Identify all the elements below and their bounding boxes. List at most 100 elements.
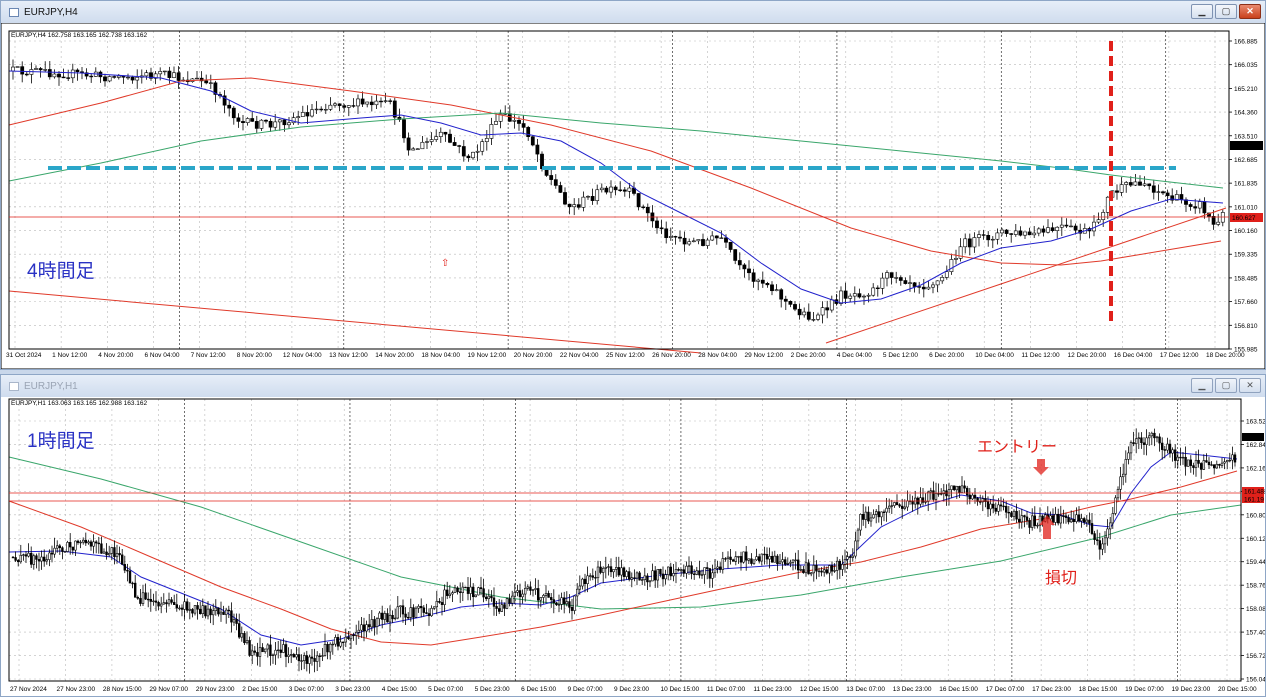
candle <box>406 616 410 619</box>
h1-moving-averages <box>8 451 1242 646</box>
maximize-icon: ▢ <box>1221 6 1231 16</box>
h1-line-price-1-box <box>1242 487 1264 495</box>
time-tick-label: 6 Dec 20:00 <box>929 352 964 359</box>
time-tick-label: 19 Dec 23:00 <box>1172 686 1211 693</box>
time-tick-label: 2 Dec 15:00 <box>242 686 277 693</box>
candle <box>251 650 254 656</box>
candle <box>29 552 33 565</box>
candle <box>351 105 356 107</box>
close-icon: ✕ <box>1246 380 1254 390</box>
candle <box>994 507 998 512</box>
candle <box>1073 225 1078 231</box>
candle <box>503 604 506 609</box>
candle <box>236 117 241 122</box>
candle <box>728 241 733 250</box>
candle <box>701 239 705 246</box>
candle <box>388 100 393 102</box>
candle <box>638 572 641 581</box>
candle <box>1101 212 1106 220</box>
candle <box>1128 182 1133 186</box>
candle <box>70 69 75 79</box>
time-tick-label: 17 Dec 07:00 <box>986 686 1025 693</box>
candle <box>924 501 927 503</box>
candle <box>69 542 72 548</box>
close-button[interactable]: ✕ <box>1239 4 1261 19</box>
candle <box>917 286 922 288</box>
price-tick-label: 162.685 <box>1234 157 1258 164</box>
candle <box>954 258 958 260</box>
candle <box>872 514 875 519</box>
candle <box>438 131 443 137</box>
candle <box>1012 510 1016 517</box>
h4-title-bar[interactable]: EURJPY,H4 ▁ ▢ ✕ <box>1 1 1265 23</box>
h1-chart-window[interactable]: EURJPY,H1 ▁ ▢ ✕ EURJPY,H1 163.063 163.16… <box>0 374 1266 697</box>
candle <box>833 570 836 572</box>
minimize-button[interactable]: ▁ <box>1191 378 1213 393</box>
candle <box>11 66 15 72</box>
candle <box>367 624 371 628</box>
time-tick-label: 19 Dec 07:00 <box>1125 686 1164 693</box>
candle <box>512 119 517 122</box>
candle <box>976 497 979 502</box>
candle <box>578 585 582 590</box>
candle <box>318 655 321 657</box>
candle <box>669 566 673 577</box>
candle <box>815 565 818 572</box>
minimize-button[interactable]: ▁ <box>1191 4 1213 19</box>
maximize-button[interactable]: ▢ <box>1215 4 1237 19</box>
h1-chart-area[interactable]: EURJPY,H1 163.063 163.165 162.988 163.16… <box>1 397 1265 696</box>
candle <box>1187 459 1190 467</box>
close-button[interactable]: ✕ <box>1239 378 1261 393</box>
candle <box>365 101 370 105</box>
price-tick-label: 160.80 <box>1246 512 1265 519</box>
candle <box>206 608 210 617</box>
h4-chart-area[interactable]: EURJPY,H4 162.758 163.165 162.738 163.16… <box>1 23 1265 369</box>
candle <box>794 559 797 561</box>
candle <box>1189 459 1193 466</box>
candle <box>250 118 255 122</box>
candle <box>34 68 38 70</box>
candle <box>887 505 891 509</box>
candle <box>1101 543 1104 550</box>
candle <box>388 614 392 623</box>
candle <box>981 234 986 236</box>
candle <box>698 570 701 576</box>
h1-title-bar[interactable]: EURJPY,H1 ▁ ▢ ✕ <box>1 375 1265 397</box>
candle <box>152 600 155 603</box>
candle <box>1088 519 1091 524</box>
h4-chart-header: EURJPY,H4 162.758 163.165 162.738 163.16… <box>11 32 148 39</box>
candle <box>852 293 857 297</box>
candle <box>269 644 272 656</box>
candle <box>337 103 342 106</box>
candle <box>121 554 124 565</box>
candle <box>406 137 411 151</box>
candle <box>820 570 823 573</box>
candle <box>581 578 584 587</box>
h1-chart-svg[interactable]: EURJPY,H1 163.063 163.165 162.988 163.16… <box>1 397 1265 696</box>
candle <box>595 189 600 201</box>
candle <box>295 654 298 658</box>
maximize-button[interactable]: ▢ <box>1215 378 1237 393</box>
h4-chart-window[interactable]: EURJPY,H4 ▁ ▢ ✕ EURJPY,H4 162.758 163.16… <box>0 0 1266 370</box>
price-tick-label: 158.08 <box>1246 606 1265 613</box>
candle <box>204 80 209 84</box>
candle <box>1020 515 1024 523</box>
candle <box>149 72 153 79</box>
candle <box>997 504 1000 512</box>
candle <box>617 567 621 576</box>
candle <box>57 73 61 78</box>
candle <box>1064 515 1068 518</box>
time-tick-label: 4 Dec 15:00 <box>382 686 417 693</box>
candle <box>1031 515 1034 528</box>
h4-chart-svg[interactable]: EURJPY,H4 162.758 163.165 162.738 163.16… <box>1 23 1265 369</box>
candle <box>939 493 943 495</box>
candle <box>1032 232 1037 236</box>
candle <box>1127 452 1130 460</box>
candle <box>804 562 808 574</box>
candle <box>859 514 862 531</box>
candle <box>591 575 595 578</box>
candle <box>331 643 334 646</box>
candle <box>612 569 615 573</box>
candle <box>690 565 693 575</box>
candle <box>438 600 441 603</box>
